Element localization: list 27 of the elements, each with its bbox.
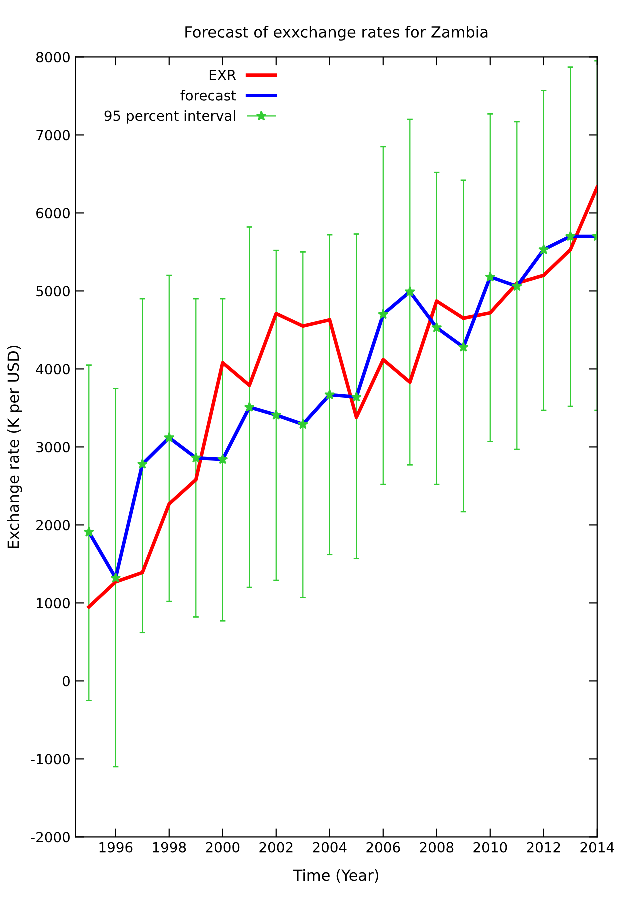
y-tick-label: 8000 — [36, 52, 70, 63]
y-tick-label: 2000 — [36, 520, 70, 531]
x-tick-label: 2006 — [366, 842, 400, 853]
legend-label: EXR — [210, 70, 236, 80]
x-tick-label: 2008 — [420, 842, 454, 853]
y-tick-label: -2000 — [31, 832, 70, 843]
chart-title: Forecast of exxchange rates for Zambia — [186, 26, 488, 41]
x-tick-label: 1998 — [153, 842, 186, 853]
x-tick-label: 2000 — [206, 842, 240, 853]
x-axis-title: Time (Year) — [293, 869, 379, 883]
x-tick-label: 2002 — [260, 842, 293, 853]
y-tick-label: 7000 — [36, 130, 70, 141]
x-tick-label: 2010 — [474, 842, 508, 853]
y-axis-title: Exchange rate (K per USD) — [7, 346, 22, 548]
y-tick-label: 3000 — [36, 442, 70, 453]
x-tick-label: 2004 — [313, 842, 347, 853]
y-tick-label: 4000 — [36, 364, 70, 375]
y-tick-label: 5000 — [36, 286, 70, 297]
y-tick-label: 1000 — [37, 598, 70, 609]
legend-label: 95 percent interval — [104, 110, 236, 124]
x-tick-label: 2014 — [580, 842, 614, 853]
legend-label: forecast — [180, 90, 236, 101]
x-tick-label: 2012 — [527, 842, 560, 853]
x-tick-label: 1996 — [100, 842, 133, 853]
y-tick-label: 0 — [62, 676, 70, 687]
y-tick-label: -1000 — [31, 754, 70, 765]
y-tick-label: 6000 — [36, 208, 70, 219]
